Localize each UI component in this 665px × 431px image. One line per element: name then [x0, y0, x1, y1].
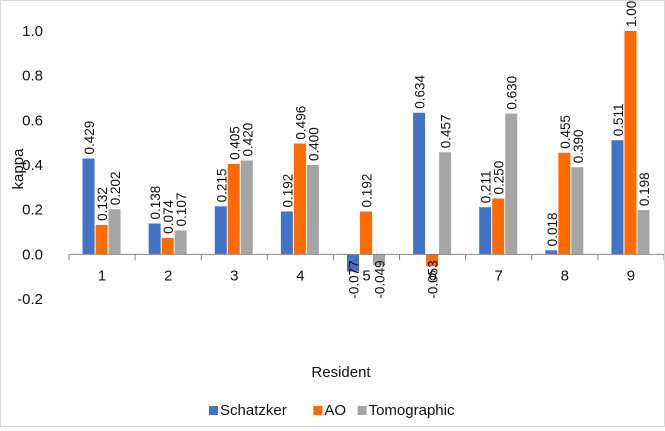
- bar-schatzker-9: [611, 140, 624, 255]
- x-tick-label-6: 6: [428, 267, 436, 284]
- bars-layer: [82, 31, 650, 272]
- y-tick-label-4: 0.6: [22, 112, 43, 129]
- data-label-schatzker-8: 0.018: [545, 213, 560, 247]
- x-tick-label-7: 7: [495, 267, 503, 284]
- legend-label-tomographic: Tomographic: [369, 402, 455, 419]
- data-label-ao-7: 0.250: [492, 161, 507, 195]
- bar-tomographic-3: [240, 160, 253, 255]
- data-label-tomographic-9: 0.198: [637, 172, 652, 206]
- x-axis-title: Resident: [311, 364, 371, 381]
- bar-tomographic-2: [174, 230, 187, 255]
- data-label-ao-3: 0.405: [227, 126, 242, 160]
- data-label-tomographic-7: 0.630: [505, 76, 520, 110]
- data-label-ao-8: 0.455: [558, 115, 573, 149]
- bar-ao-6: [426, 254, 439, 267]
- data-label-schatzker-6: 0.634: [413, 74, 428, 108]
- legend-label-ao: AO: [324, 402, 346, 419]
- data-label-ao-6: -0.053: [426, 260, 441, 298]
- data-label-schatzker-2: 0.138: [148, 186, 163, 220]
- zero-axis-layer: [68, 253, 665, 261]
- bar-tomographic-7: [505, 113, 518, 255]
- bar-schatzker-5: [347, 254, 359, 272]
- data-label-ao-5: 0.192: [360, 174, 375, 208]
- bar-tomographic-8: [571, 167, 584, 255]
- y-tick-label-2: 0.2: [22, 202, 43, 219]
- y-tick-label-1: 0.0: [22, 246, 43, 263]
- bar-tomographic-5: [373, 254, 385, 266]
- bar-schatzker-3: [214, 206, 227, 255]
- x-tick-label-8: 8: [561, 267, 569, 284]
- data-label-schatzker-9: 0.511: [611, 103, 626, 136]
- bar-schatzker-1: [82, 158, 95, 255]
- bar-ao-4: [293, 143, 306, 255]
- bar-schatzker-8: [545, 250, 558, 255]
- legend: Schatzker AO Tomographic: [209, 402, 455, 419]
- bar-tomographic-6: [439, 152, 452, 255]
- data-label-tomographic-8: 0.390: [571, 129, 586, 163]
- x-tick-labels: 1 2 3 4 5 6 7 8 9: [98, 267, 635, 284]
- bar-tomographic-9: [637, 210, 650, 255]
- bar-schatzker-7: [479, 207, 492, 255]
- x-tick-label-5: 5: [362, 267, 370, 284]
- bar-schatzker-2: [148, 223, 161, 255]
- y-tick-label-0: -0.2: [17, 291, 43, 308]
- y-tick-label-3: 0.4: [22, 157, 43, 174]
- bar-schatzker-6: [413, 112, 426, 255]
- bar-ao-8: [558, 152, 571, 255]
- bar-ao-9: [624, 31, 637, 255]
- legend-swatch-ao: [313, 406, 323, 415]
- data-label-schatzker-4: 0.192: [280, 174, 295, 208]
- bar-ao-7: [492, 198, 505, 255]
- x-tick-label-9: 9: [627, 267, 635, 284]
- data-label-tomographic-3: 0.420: [240, 123, 255, 157]
- data-label-schatzker-1: 0.429: [82, 121, 97, 155]
- data-labels: 0.429 0.138 0.215 0.192 -0.077 0.634 0.211 0.01…: [82, 0, 652, 299]
- legend-swatch-tomographic: [357, 406, 367, 415]
- y-tick-label-6: 1.0: [22, 23, 43, 40]
- data-label-schatzker-3: 0.215: [214, 169, 229, 203]
- data-label-schatzker-7: 0.211: [479, 170, 494, 203]
- data-label-ao-9: 1.000: [624, 1, 639, 27]
- data-label-tomographic-4: 0.400: [306, 127, 321, 161]
- y-tick-labels: -0.2 0.0 0.2 0.4 0.6 0.8 1.0: [17, 23, 43, 308]
- legend-swatch-schatzker: [209, 406, 218, 415]
- data-label-ao-4: 0.496: [293, 106, 308, 140]
- x-tick-label-1: 1: [98, 267, 106, 284]
- bar-tomographic-4: [306, 165, 319, 255]
- legend-label-schatzker: Schatzker: [220, 402, 287, 419]
- bar-schatzker-4: [280, 211, 293, 255]
- y-axis-title: kappa: [10, 148, 27, 190]
- data-label-tomographic-6: 0.457: [439, 114, 454, 148]
- data-label-tomographic-2: 0.107: [174, 193, 189, 227]
- x-tick-label-4: 4: [296, 267, 304, 284]
- bar-ao-3: [227, 163, 240, 255]
- data-label-ao-1: 0.132: [95, 187, 110, 221]
- bar-ao-2: [161, 237, 174, 255]
- data-label-ao-2: 0.074: [161, 200, 176, 234]
- y-tick-label-5: 0.8: [22, 68, 43, 85]
- x-tick-label-2: 2: [164, 267, 172, 284]
- data-label-schatzker-5: -0.077: [347, 260, 362, 298]
- x-tick-label-3: 3: [230, 267, 238, 284]
- bar-ao-1: [95, 224, 108, 255]
- bar-ao-5: [360, 211, 372, 255]
- bar-tomographic-1: [108, 209, 121, 255]
- data-label-tomographic-1: 0.202: [108, 171, 123, 205]
- data-label-tomographic-5: -0.049: [373, 260, 388, 298]
